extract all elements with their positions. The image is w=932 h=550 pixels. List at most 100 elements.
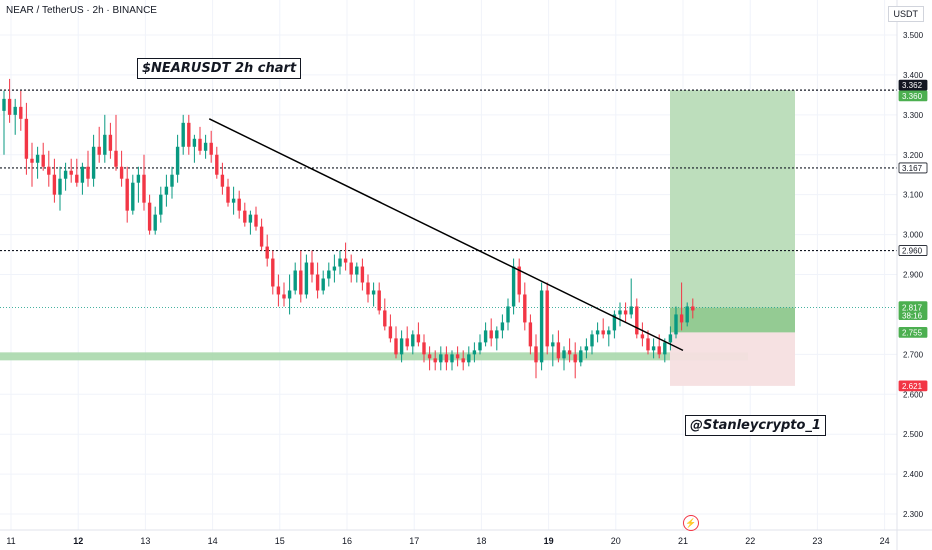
candle-body: [416, 334, 421, 343]
author-annotation[interactable]: @Stanleycrypto_1: [685, 415, 826, 436]
candle: [338, 250, 342, 275]
candle-body: [315, 274, 320, 291]
zones: [0, 90, 795, 386]
candle: [360, 258, 365, 291]
candle-body: [455, 354, 460, 359]
candle-body: [327, 270, 331, 279]
candle-body: [607, 330, 611, 335]
candle-body: [153, 214, 157, 231]
candle: [467, 346, 471, 367]
candle-body: [623, 310, 628, 315]
candle-body: [142, 174, 146, 203]
candle-body: [114, 150, 118, 167]
candle: [433, 350, 437, 371]
candle: [545, 282, 549, 355]
candle: [30, 142, 34, 187]
candle-body: [383, 310, 387, 327]
candle: [388, 314, 393, 343]
candle-body: [461, 358, 465, 363]
candle: [86, 150, 90, 187]
candle: [259, 218, 264, 251]
x-tick-label: 14: [208, 536, 218, 546]
candle: [500, 314, 505, 339]
candle: [427, 346, 432, 371]
candle: [226, 178, 230, 207]
price-tag-label: 3.360: [902, 92, 923, 101]
candle-body: [579, 350, 583, 363]
price-tag-label: 2.621: [902, 382, 923, 391]
candle-body: [411, 334, 415, 347]
candle: [455, 346, 460, 367]
candle: [24, 102, 29, 175]
y-tick-label: 3.400: [903, 71, 924, 80]
price-tag-label: 3.362: [902, 81, 923, 90]
candle-body: [41, 154, 45, 167]
candle: [478, 334, 482, 355]
candle-body: [651, 346, 656, 351]
candle-body: [467, 354, 471, 363]
candle-body: [489, 330, 493, 339]
candle-body: [97, 146, 101, 155]
candle-body: [271, 258, 275, 287]
candle-body: [108, 134, 113, 151]
candle: [551, 334, 555, 367]
candle: [405, 326, 409, 351]
candle-body: [422, 342, 426, 355]
candle-body: [685, 306, 689, 323]
candle: [75, 158, 79, 187]
currency-label[interactable]: USDT: [887, 6, 924, 22]
candle-body: [265, 246, 269, 259]
horizontal-levels: [0, 89, 897, 309]
x-tick-label: 16: [342, 536, 352, 546]
candle-body: [226, 186, 230, 203]
candle-body: [539, 290, 544, 363]
candle: [539, 282, 544, 371]
candle-body: [299, 270, 303, 295]
candle-body: [282, 294, 286, 299]
candle-body: [573, 354, 577, 363]
candle: [91, 134, 96, 187]
chart-title-annotation[interactable]: $NEARUSDT 2h chart: [137, 58, 302, 79]
candle: [679, 282, 684, 331]
candle-body: [220, 174, 225, 187]
price-tag-label: 3.167: [902, 164, 923, 173]
tradingview-logo-icon[interactable]: ⚡: [683, 515, 699, 531]
symbol-header: NEAR / TetherUS · 2h · BINANCE: [6, 5, 157, 16]
price-tag-label: 2.755: [902, 328, 923, 337]
x-tick-label: 17: [409, 536, 419, 546]
candle-body: [668, 334, 673, 343]
candle: [674, 306, 678, 339]
candle: [663, 338, 667, 363]
candle-body: [562, 350, 566, 359]
candle: [601, 318, 605, 339]
y-tick-label: 3.100: [903, 191, 924, 200]
price-tag-bg: [898, 162, 928, 174]
candle: [265, 234, 269, 267]
candle: [618, 302, 622, 327]
candle: [299, 250, 303, 303]
candle-body: [119, 166, 124, 179]
candle-body: [691, 306, 695, 311]
candle: [461, 350, 465, 371]
candle-body: [506, 306, 510, 323]
candle: [41, 142, 45, 171]
candle: [377, 282, 381, 315]
candle-body: [47, 166, 51, 175]
candle: [579, 346, 583, 367]
x-tick-label: 20: [611, 536, 621, 546]
candle-body: [472, 350, 477, 355]
candle: [7, 78, 12, 123]
candle-body: [394, 338, 398, 355]
candle-body: [674, 314, 678, 335]
candle-body: [215, 154, 219, 175]
candle-body: [164, 186, 169, 195]
price-tag: 2.960: [898, 245, 928, 256]
candle: [646, 330, 650, 355]
candle-body: [86, 166, 90, 179]
y-tick-label: 3.000: [903, 231, 924, 240]
candle-body: [125, 178, 129, 211]
candle-body: [175, 146, 180, 175]
candle: [170, 166, 174, 199]
candle-body: [35, 154, 40, 163]
